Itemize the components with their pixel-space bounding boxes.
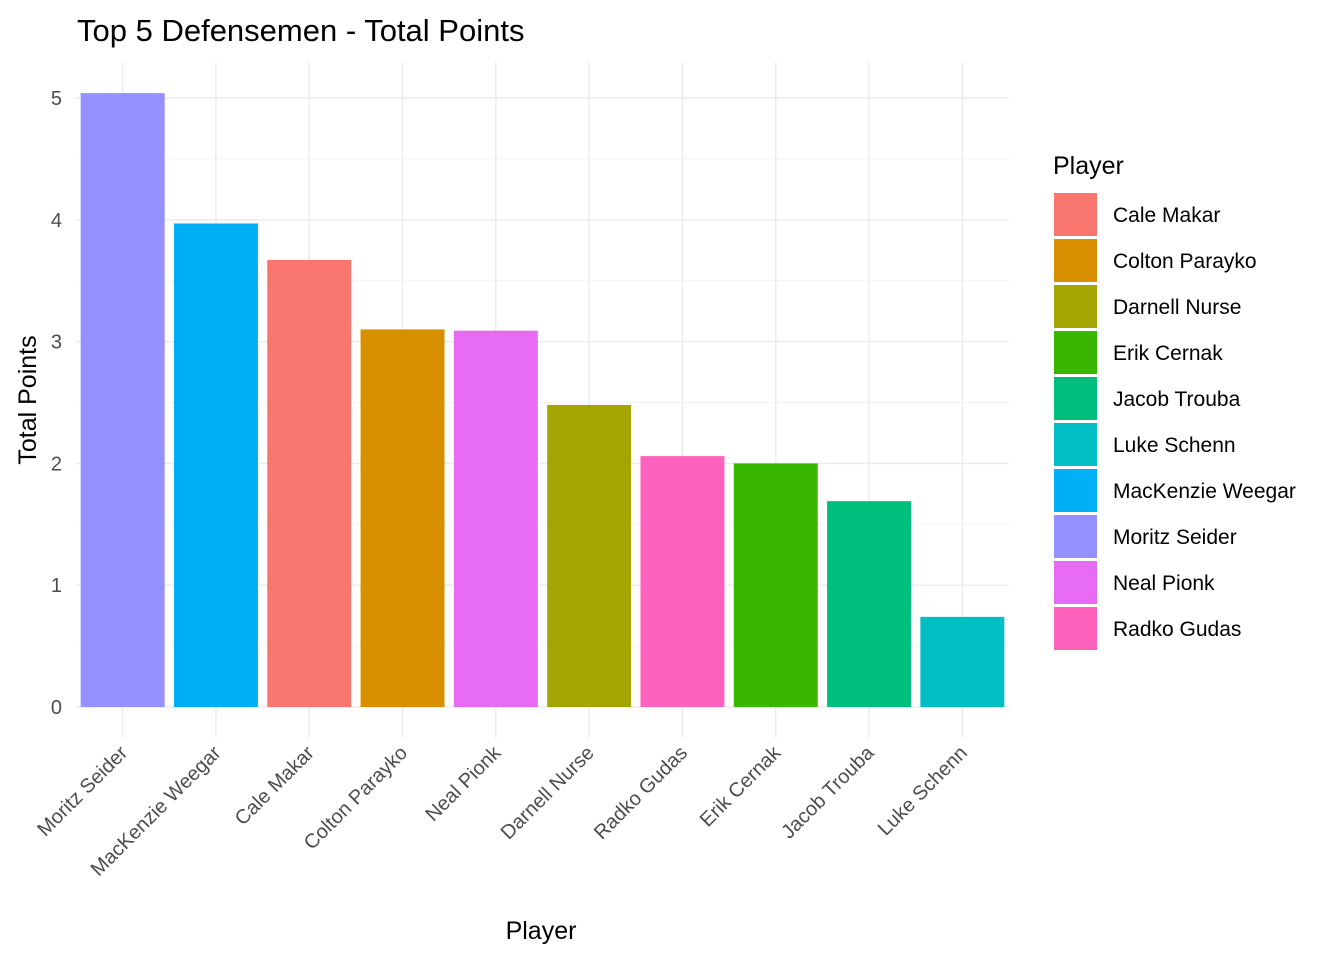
- legend-swatch: [1054, 377, 1097, 420]
- legend-swatch: [1054, 331, 1097, 374]
- x-tick-label: Radko Gudas: [590, 742, 692, 844]
- bar: [173, 223, 258, 708]
- legend-swatch: [1054, 607, 1097, 650]
- legend-swatch: [1054, 469, 1097, 512]
- bar: [267, 259, 352, 707]
- legend-label: Radko Gudas: [1113, 618, 1241, 641]
- legend: Player Cale Makar Colton Parayko Darnell N…: [1053, 152, 1296, 650]
- bar: [920, 616, 1005, 707]
- legend-swatch: [1054, 561, 1097, 604]
- legend-swatch: [1054, 423, 1097, 466]
- y-tick-label: 2: [51, 453, 62, 475]
- bar: [453, 330, 538, 707]
- legend-items: Cale Makar Colton Parayko Darnell Nurse Eri…: [1054, 193, 1296, 650]
- bars: [80, 93, 1005, 708]
- y-tick-label: 0: [51, 697, 62, 719]
- y-tick-label: 5: [51, 88, 62, 110]
- legend-label: Darnell Nurse: [1113, 296, 1241, 319]
- x-tick-label: Moritz Seider: [33, 742, 132, 841]
- y-tick-label: 4: [51, 210, 62, 232]
- chart-title: Top 5 Defensemen - Total Points: [77, 13, 524, 48]
- x-tick-label: Luke Schenn: [874, 742, 972, 840]
- x-tick-label: Erik Cernak: [696, 741, 786, 831]
- legend-swatch: [1054, 285, 1097, 328]
- y-axis-title: Total Points: [14, 335, 42, 464]
- y-tick-label: 3: [51, 332, 62, 354]
- x-axis-title: Player: [506, 917, 577, 945]
- legend-label: Neal Pionk: [1113, 572, 1215, 595]
- bar: [547, 404, 632, 707]
- legend-label: Colton Parayko: [1113, 250, 1257, 273]
- legend-title: Player: [1053, 152, 1124, 180]
- bar: [827, 501, 912, 707]
- legend-label: Erik Cernak: [1113, 342, 1223, 365]
- legend-swatch: [1054, 239, 1097, 282]
- legend-swatch: [1054, 515, 1097, 558]
- legend-label: Jacob Trouba: [1113, 388, 1241, 411]
- legend-label: Luke Schenn: [1113, 434, 1236, 457]
- legend-swatch: [1054, 193, 1097, 236]
- x-tick-label: Jacob Trouba: [777, 741, 879, 843]
- y-tick-label: 1: [51, 575, 62, 597]
- legend-label: MacKenzie Weegar: [1113, 480, 1296, 503]
- bar: [640, 456, 725, 707]
- bar: [80, 93, 165, 708]
- x-tick-label: Cale Makar: [231, 742, 319, 830]
- bar: [360, 329, 445, 707]
- bar: [733, 463, 818, 707]
- legend-label: Cale Makar: [1113, 204, 1220, 227]
- y-axis-ticks: 0 1 2 3 4 5: [51, 88, 62, 719]
- legend-label: Moritz Seider: [1113, 526, 1237, 549]
- x-tick-label: Darnell Nurse: [497, 742, 599, 844]
- x-tick-label: Neal Pionk: [421, 741, 506, 826]
